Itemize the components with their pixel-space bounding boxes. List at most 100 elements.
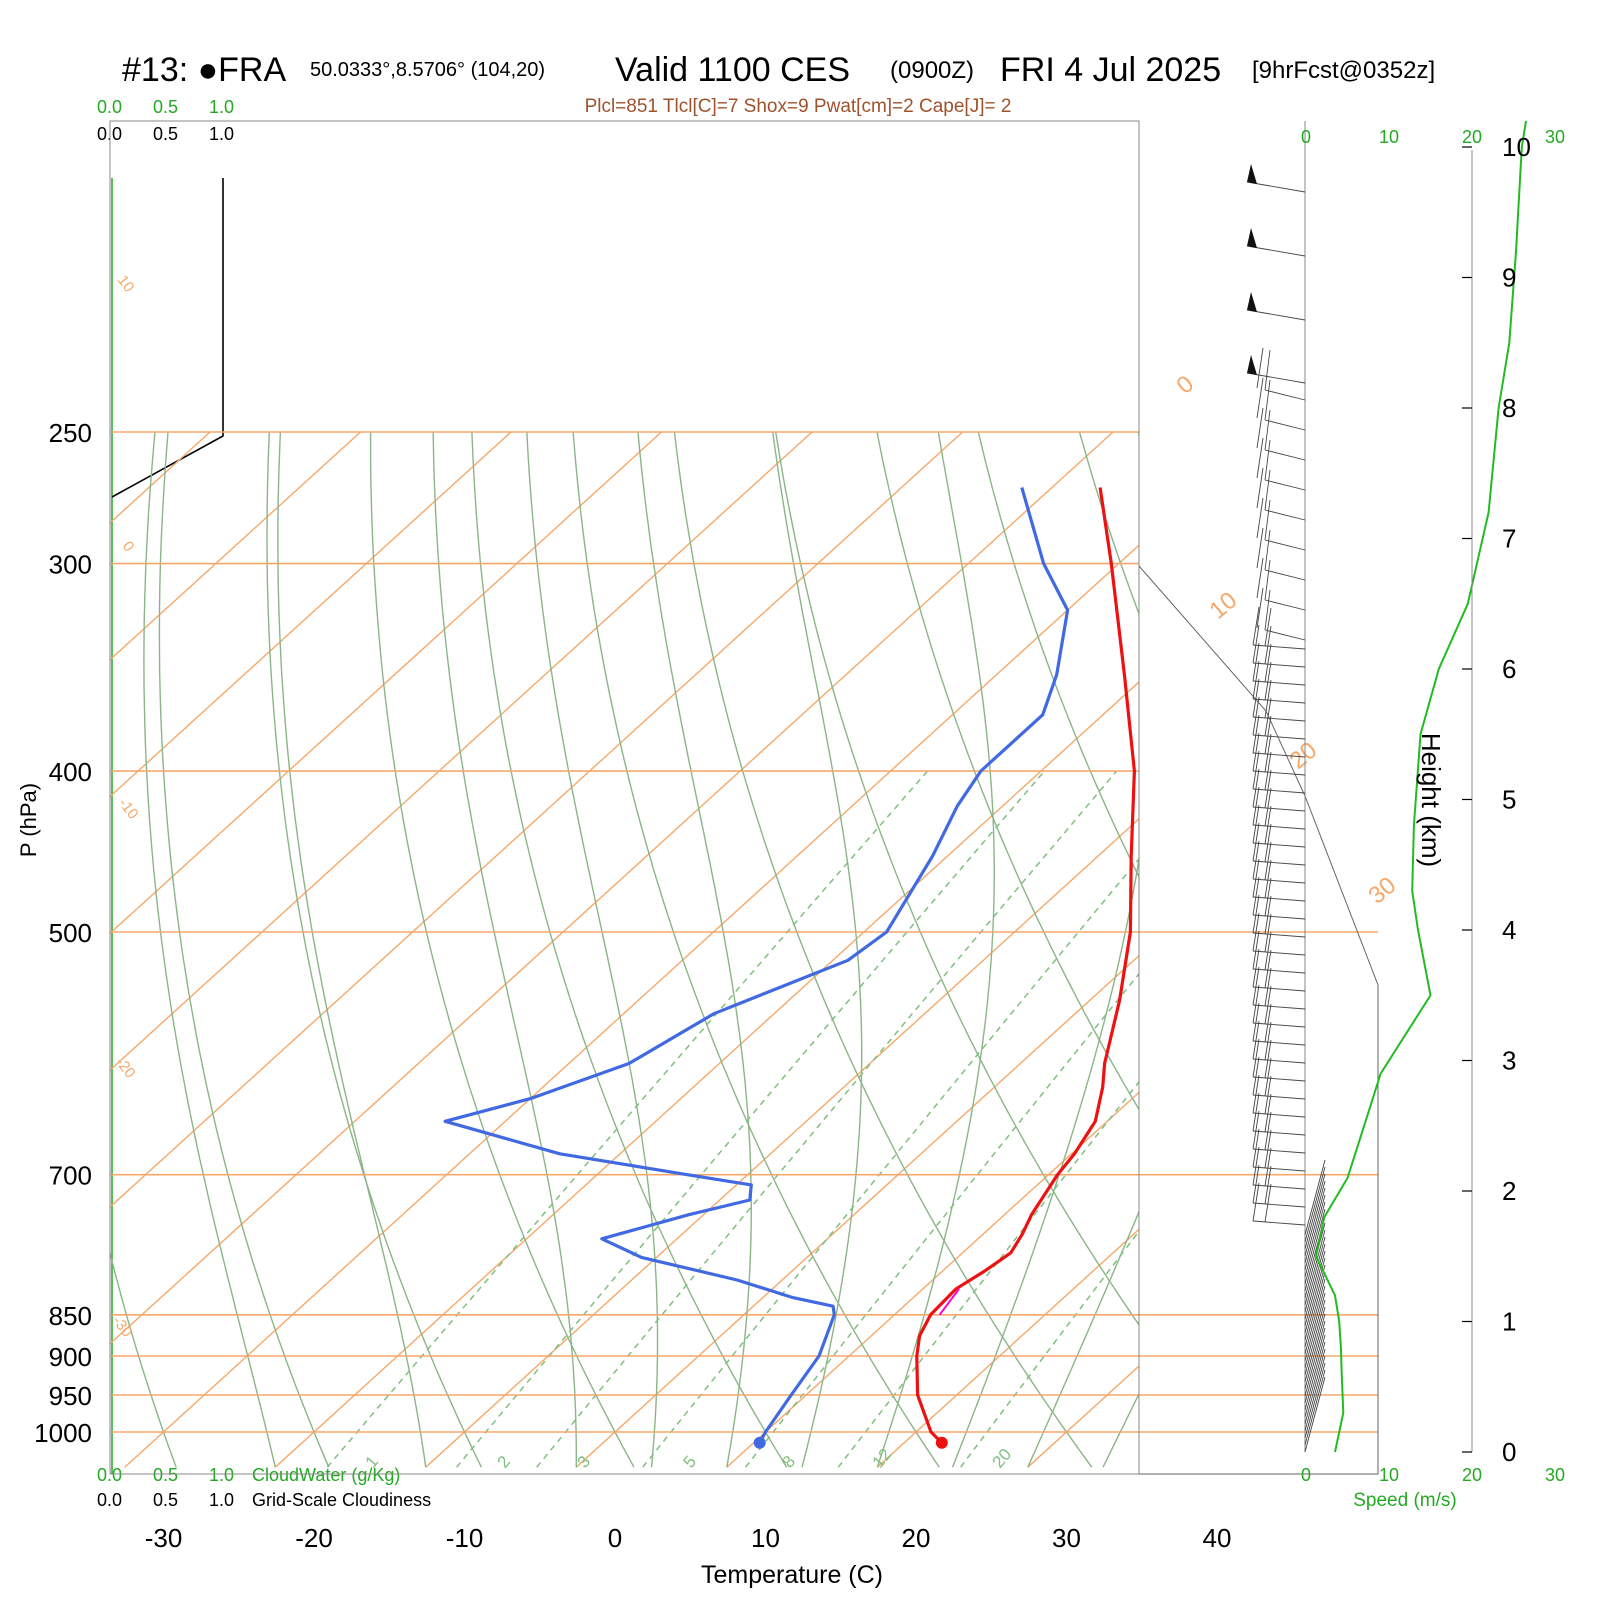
wind-barb — [1252, 984, 1306, 1028]
barb-flag — [1252, 840, 1260, 880]
barb-staff — [1264, 569, 1306, 581]
barb-staff — [1304, 1229, 1326, 1306]
isotherm-label: 0 — [1172, 370, 1200, 399]
wind-barb — [1252, 948, 1306, 992]
dry-adiabat-line — [1181, 432, 1600, 1467]
barb-flag — [1252, 894, 1260, 934]
temperature-tick-label: 30 — [1052, 1523, 1081, 1553]
barb-flag — [1252, 660, 1260, 700]
moist-adiabat-line — [1027, 1209, 1139, 1468]
barb-staff — [1252, 842, 1306, 848]
temperature-tick-label: 10 — [751, 1523, 780, 1553]
height-tick-label: 10 — [1502, 132, 1531, 162]
isotherm-label: 30 — [1364, 872, 1402, 910]
date-label: FRI 4 Jul 2025 — [1000, 51, 1221, 89]
barb-staff — [1304, 1173, 1326, 1250]
barb-staff — [1304, 1313, 1326, 1390]
height-tick-label: 7 — [1502, 524, 1516, 554]
mixing-ratio-label: 12 — [869, 1445, 896, 1472]
wind-barb — [1304, 1348, 1326, 1425]
speed-tick: 30 — [1545, 127, 1565, 147]
moist-adiabat-line — [277, 431, 427, 1468]
height-tick-label: 6 — [1502, 654, 1516, 684]
isotherm-line — [1479, 432, 1600, 1467]
barb-staff — [1252, 734, 1306, 740]
barb-staff — [1252, 1202, 1306, 1208]
barb-flag — [1264, 1075, 1272, 1115]
wind-barb — [1256, 557, 1306, 611]
barb-flag — [1252, 966, 1260, 1006]
barb-staff — [1252, 896, 1306, 902]
cloudwater-tick: 0.0 — [97, 97, 122, 117]
wind-barb — [1304, 1334, 1326, 1411]
dry-adiabat-line — [110, 1250, 177, 1468]
barb-flag — [1252, 1110, 1260, 1150]
barb-staff — [1304, 1236, 1326, 1313]
barb-flag — [1264, 643, 1272, 683]
wind-barb — [1304, 1278, 1326, 1355]
barb-staff — [1264, 599, 1306, 611]
temperature-tick-label: 0 — [608, 1523, 622, 1553]
isotherm-line — [1329, 432, 1600, 1467]
barb-staff — [1304, 1278, 1326, 1355]
barb-flag — [1264, 967, 1272, 1007]
wind-barb — [1304, 1271, 1326, 1348]
barb-flag — [1264, 895, 1272, 935]
isotherm-label: -10 — [115, 795, 142, 823]
wind-barb — [1252, 678, 1306, 722]
wind-barb — [1304, 1194, 1326, 1271]
barb-flag — [1264, 769, 1272, 809]
barb-flag — [1252, 912, 1260, 952]
temperature-tick-label: -30 — [145, 1523, 183, 1553]
isotherm-line — [110, 431, 813, 1072]
barb-staff — [1304, 1271, 1326, 1348]
barb-staff — [1252, 716, 1306, 722]
barb-flag — [1252, 948, 1260, 988]
mixing-ratio-line — [744, 972, 1139, 1468]
wind-barb — [1304, 1250, 1326, 1327]
barb-flag — [1264, 733, 1272, 773]
barb-staff — [1252, 1076, 1306, 1082]
barb-staff — [1304, 1285, 1326, 1362]
height-ticks: 0 1 2 3 4 5 6 7 8 9 10 — [1462, 132, 1531, 1467]
barb-flag — [1264, 661, 1272, 701]
wind-barb — [1304, 1187, 1326, 1264]
barb-flag — [1264, 559, 1271, 601]
dry-adiabat-line — [572, 431, 940, 1468]
barb-staff — [1252, 680, 1306, 686]
mixing-ratio-line — [536, 770, 1118, 1468]
mixing-ratio-line — [326, 770, 929, 1468]
barb-staff — [1264, 629, 1306, 641]
wind-barb — [1304, 1327, 1326, 1404]
barb-staff — [1304, 1341, 1326, 1418]
isotherm-line — [575, 954, 1139, 1468]
barb-staff — [1304, 1250, 1326, 1327]
barb-flag — [1256, 407, 1264, 449]
wind-barb — [1252, 1164, 1306, 1208]
barb-staff — [1252, 770, 1306, 776]
barb-staff — [1252, 1094, 1306, 1100]
cloudiness-tick: 0.5 — [153, 124, 178, 144]
wind-barb — [1252, 1002, 1306, 1046]
barb-flag — [1256, 587, 1264, 629]
wind-barb — [1304, 1243, 1326, 1320]
wind-barb — [1304, 1285, 1326, 1362]
wind-barb — [1252, 912, 1306, 956]
barb-staff — [1264, 479, 1306, 491]
barb-flag — [1264, 499, 1271, 541]
wind-barb — [1256, 527, 1306, 581]
dry-adiabat-line — [876, 431, 1139, 1111]
isotherm-label: -30 — [109, 1313, 136, 1341]
mixing-ratio-line — [456, 770, 1046, 1468]
barb-staff — [1304, 1306, 1326, 1383]
isotherm-line — [425, 817, 1139, 1468]
moist-adiabat-line — [772, 431, 863, 1468]
barb-staff — [1304, 1348, 1326, 1425]
barb-pennant — [1247, 228, 1257, 248]
indices-label: Plcl=851 Tlcl[C]=7 Shox=9 Pwat[cm]=2 Cap… — [585, 96, 1012, 117]
mixing-ratio-line — [960, 1230, 1139, 1468]
barb-flag — [1264, 1147, 1272, 1187]
forecast-label: [9hrFcst@0352z] — [1252, 57, 1435, 84]
barb-flag — [1264, 607, 1272, 647]
